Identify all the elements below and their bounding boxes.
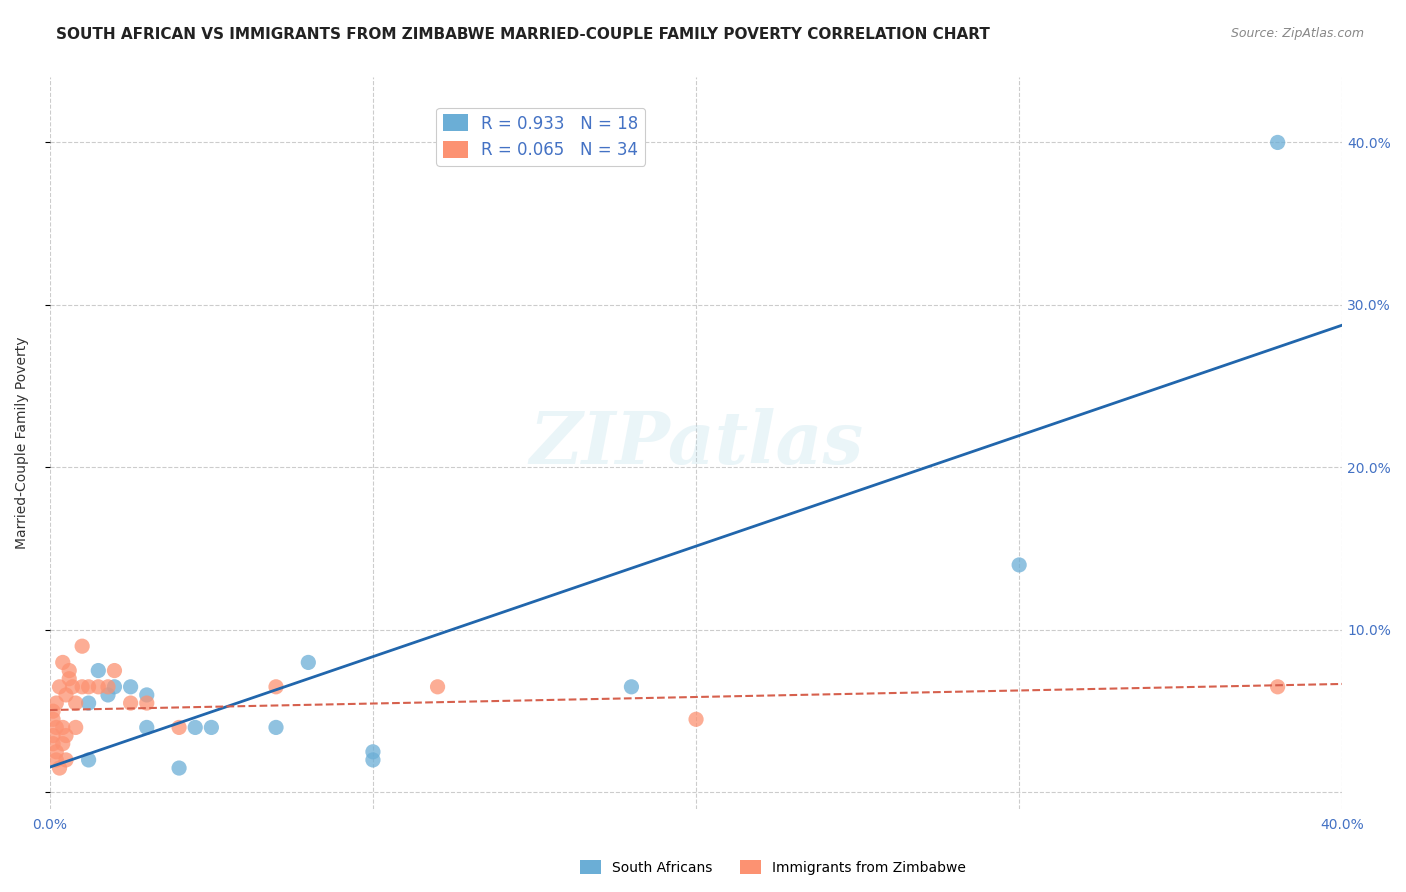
Point: [97, 680, 120, 694]
Point: [620, 680, 643, 694]
Text: SOUTH AFRICAN VS IMMIGRANTS FROM ZIMBABWE MARRIED-COUPLE FAMILY POVERTY CORRELAT: SOUTH AFRICAN VS IMMIGRANTS FROM ZIMBABW…: [56, 27, 990, 42]
Point: [42, 704, 65, 718]
Point: [52, 721, 75, 735]
Point: [685, 712, 707, 726]
Point: [58, 672, 80, 686]
Point: [77, 753, 100, 767]
Point: [65, 721, 87, 735]
Point: [45, 721, 67, 735]
Point: [55, 729, 77, 743]
Point: [1267, 680, 1289, 694]
Point: [120, 680, 142, 694]
Y-axis label: Married-Couple Family Poverty: Married-Couple Family Poverty: [15, 337, 30, 549]
Point: [45, 696, 67, 710]
Point: [426, 680, 449, 694]
Point: [48, 761, 70, 775]
Point: [167, 761, 190, 775]
Text: Source: ZipAtlas.com: Source: ZipAtlas.com: [1230, 27, 1364, 40]
Point: [42, 712, 65, 726]
Point: [55, 688, 77, 702]
Point: [42, 729, 65, 743]
Point: [135, 721, 157, 735]
Point: [58, 664, 80, 678]
Point: [77, 680, 100, 694]
Point: [103, 664, 125, 678]
Point: [135, 696, 157, 710]
Point: [361, 745, 384, 759]
Point: [52, 656, 75, 670]
Point: [167, 721, 190, 735]
Point: [77, 696, 100, 710]
Point: [135, 688, 157, 702]
Point: [103, 680, 125, 694]
Point: [97, 688, 120, 702]
Point: [184, 721, 207, 735]
Point: [42, 737, 65, 751]
Point: [45, 753, 67, 767]
Point: [48, 680, 70, 694]
Point: [1267, 136, 1289, 150]
Point: [297, 656, 319, 670]
Point: [87, 680, 110, 694]
Text: ZIPatlas: ZIPatlas: [529, 408, 863, 479]
Point: [264, 721, 287, 735]
Point: [62, 680, 84, 694]
Point: [70, 639, 93, 653]
Point: [87, 664, 110, 678]
Point: [200, 721, 222, 735]
Legend: South Africans, Immigrants from Zimbabwe: South Africans, Immigrants from Zimbabwe: [575, 855, 972, 880]
Point: [45, 745, 67, 759]
Point: [264, 680, 287, 694]
Point: [52, 737, 75, 751]
Point: [361, 753, 384, 767]
Legend: R = 0.933   N = 18, R = 0.065   N = 34: R = 0.933 N = 18, R = 0.065 N = 34: [436, 108, 645, 166]
Point: [1008, 558, 1031, 572]
Point: [120, 696, 142, 710]
Point: [70, 680, 93, 694]
Point: [55, 753, 77, 767]
Point: [65, 696, 87, 710]
